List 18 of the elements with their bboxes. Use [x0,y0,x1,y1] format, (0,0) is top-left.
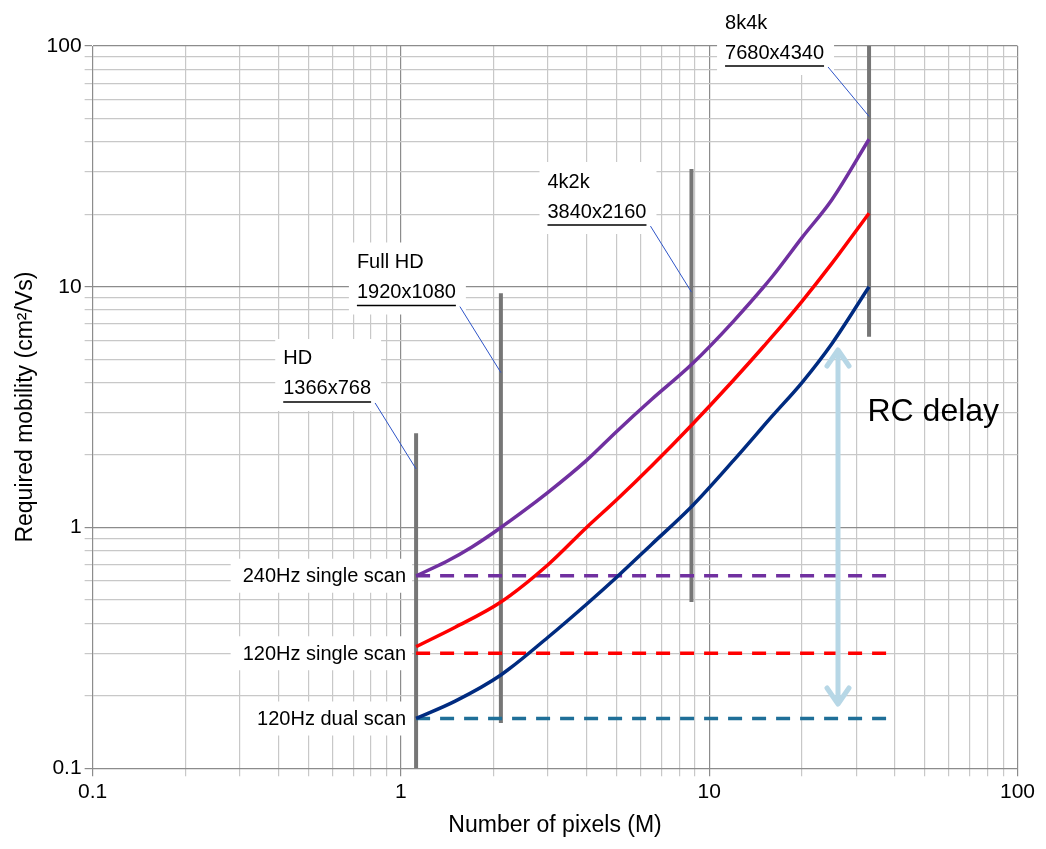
x-tick-label: 0.1 [78,778,108,802]
series-label: 120Hz dual scan [257,706,407,729]
x-tick-label: 10 [697,778,721,802]
y-tick-label: 1 [69,514,82,538]
series-label: 240Hz single scan [242,564,407,587]
annotation: 8k4k 7680x4340 [725,10,825,63]
y-axis-title: Required mobility (cm²/Vs) [11,271,38,543]
y-tick-label: 10 [58,273,82,297]
x-tick-label: 1 [395,778,407,802]
annotation: Full HD 1920x1080 [356,250,456,303]
series-label: 120Hz single scan [242,641,407,664]
annotation: HD 1366x768 [283,346,372,399]
annotation: 4k2k 3840x2160 [547,169,647,222]
annotation: RC delay [867,391,1000,428]
y-tick-label: 0.1 [52,755,82,778]
x-tick-label: 100 [999,778,1035,802]
x-axis-title: Number of pixels (M) [448,810,662,837]
y-tick-label: 100 [46,32,82,56]
